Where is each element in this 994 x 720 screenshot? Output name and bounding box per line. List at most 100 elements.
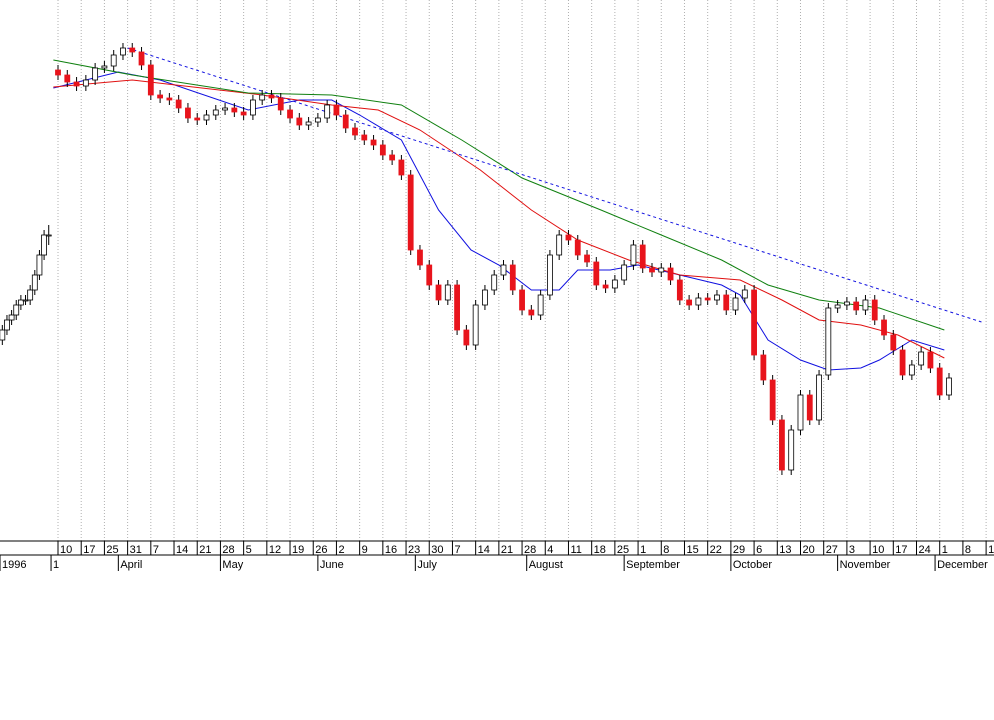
candle-body [482,289,488,306]
candle-body [120,47,126,56]
month-label: April [120,559,142,571]
candle-body [908,364,915,376]
candle-body [305,121,312,126]
x-tick-label: 2 [338,544,344,556]
candle-body [379,144,386,156]
candle-body [259,94,266,101]
candle-body [101,65,108,69]
trend-line [127,47,982,323]
x-tick-label: 14 [176,544,188,556]
month-label: August [529,559,563,571]
x-tick-label: 22 [710,544,722,556]
candle-body [370,139,377,146]
x-tick-label: 25 [106,544,118,556]
candle-body [324,104,331,119]
candle-body [639,244,646,269]
x-tick-label: 20 [802,544,814,556]
candle-body [788,429,795,471]
candle-body [82,79,89,87]
candle-body [723,294,730,311]
candle-body [611,279,618,289]
candle-body [45,234,52,237]
candle-body [389,154,396,161]
x-tick-label: 8 [965,544,971,556]
candle-body [426,264,433,286]
month-label: May [222,559,243,571]
candle-body [779,419,785,471]
x-tick-label: 10 [60,544,72,556]
month-label: November [840,559,891,571]
x-tick-label: 24 [919,544,931,556]
x-tick-label: 7 [454,544,460,556]
candle-body [547,254,553,296]
candle-body [463,329,470,346]
candle-body [240,111,247,116]
candle-body [194,117,201,121]
candle-body [4,319,10,331]
candle-body [658,267,665,273]
x-tick-label: 17 [895,544,907,556]
x-tick-label: 21 [501,544,513,556]
candle-body [871,299,878,321]
candle-body [157,94,163,99]
month-label: July [417,559,437,571]
candle-body [519,289,525,311]
moving-average [53,71,945,371]
candle-body [584,254,590,263]
candle-body [760,354,767,381]
month-label: June [320,559,344,571]
x-tick-label: 12 [269,544,281,556]
candle-body [268,94,275,99]
candle-body [8,314,15,321]
candle-body [352,127,358,136]
candle-body [22,299,29,302]
month-label: 1 [53,559,59,571]
candle-body [444,284,451,301]
candle-body [500,264,507,276]
x-tick-label: 9 [362,544,368,556]
candle-body [843,301,850,306]
x-tick-label: 5 [246,544,252,556]
x-tick-label: 1 [640,544,646,556]
candle-body [769,379,776,421]
candle-body [454,284,460,331]
candle-body [899,349,906,376]
x-tick-label: 10 [872,544,884,556]
candle-body [342,114,349,129]
candle-body [185,107,191,119]
candle-body [593,261,600,286]
candle-body [936,367,943,396]
candle-body [890,334,897,351]
candle-body [834,304,841,309]
x-tick-label: 25 [617,544,629,556]
candle-body [806,394,813,421]
candle-body [73,81,80,87]
candle-body [277,97,284,111]
candle-body [41,234,47,256]
x-tick-label: 3 [849,544,855,556]
x-tick-label: 28 [524,544,536,556]
candle-body [881,319,887,336]
x-tick-label: 27 [826,544,838,556]
x-tick-label: 16 [385,544,397,556]
candle-body [741,289,748,299]
candle-body [92,67,99,81]
candle-body [695,297,702,306]
x-tick-label: 21 [199,544,211,556]
candle-body [398,159,405,176]
candle-body [862,299,869,311]
x-tick-label: 23 [408,544,420,556]
x-tick-label: 1 [942,544,948,556]
candle-body [287,109,293,119]
x-tick-label: 15 [686,544,698,556]
candle-body [918,351,925,366]
candle-body [686,299,693,306]
candle-body [556,234,563,256]
candle-body [751,289,757,356]
candle-body [565,234,572,241]
x-tick-label: 11 [570,544,581,556]
candle-body [816,374,822,421]
x-tick-label: 4 [547,544,553,556]
candle-body [296,117,303,126]
